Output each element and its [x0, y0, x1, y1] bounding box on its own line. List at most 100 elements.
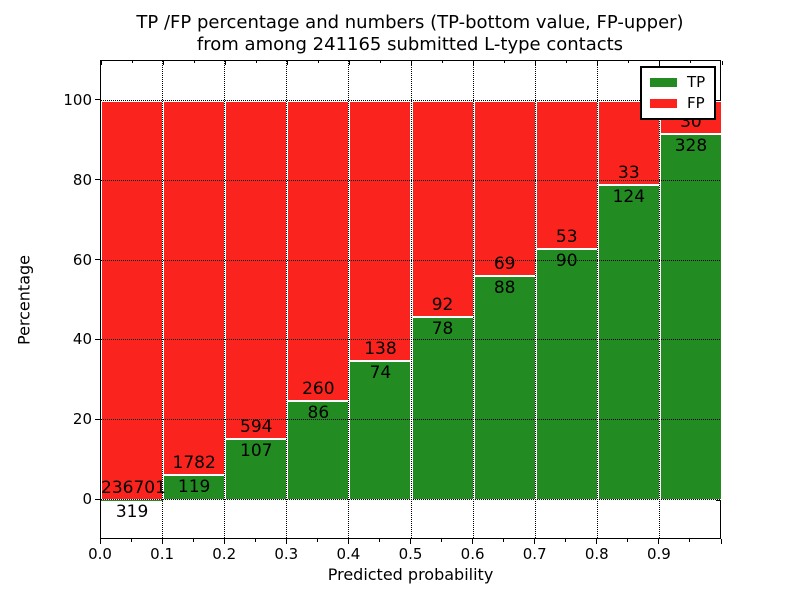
x-major-tick [720, 539, 722, 544]
tp-bar-segment [287, 400, 350, 501]
fp-bar-segment [101, 100, 164, 500]
x-major-tick-top [100, 61, 102, 65]
v-gridline [534, 61, 536, 538]
tp-count-label: 119 [177, 477, 211, 498]
fp-count-label: 33 [618, 162, 640, 183]
y-major-tick-right [716, 499, 720, 501]
y-major-tick [95, 338, 100, 340]
v-gridline [162, 61, 164, 538]
x-major-tick-top [286, 61, 288, 65]
fp-count-label: 236701 [101, 477, 166, 498]
tp-bar-segment [411, 316, 474, 501]
tp-count-label: 328 [674, 136, 708, 157]
x-major-tick [596, 539, 598, 544]
x-axis-label: Predicted probability [327, 565, 494, 584]
x-major-tick-top [473, 61, 475, 65]
tp-legend-swatch [650, 78, 677, 87]
x-major-tick-top [411, 61, 412, 65]
v-gridline [286, 61, 288, 538]
x-tick-label: 0.8 [584, 545, 609, 563]
x-major-tick-top [535, 61, 537, 65]
y-tick-label: 20 [72, 410, 92, 429]
v-gridline [348, 61, 350, 538]
tp-count-label: 107 [240, 441, 273, 462]
tp-bar-segment [535, 248, 598, 501]
x-major-tick [658, 539, 660, 544]
x-major-tick [223, 539, 225, 544]
x-tick-label: 0.7 [522, 545, 547, 563]
v-gridline [658, 61, 660, 538]
x-major-tick [472, 539, 474, 544]
x-major-tick-top [162, 61, 164, 65]
x-major-tick-top [224, 61, 226, 65]
x-minor-tick-top [131, 61, 133, 63]
tp-bar-segment [659, 134, 722, 501]
x-minor-tick [192, 539, 194, 542]
x-minor-tick [627, 539, 629, 542]
x-minor-tick [565, 539, 567, 542]
fp-bar-segment [473, 100, 536, 277]
fp-legend-label: FP [687, 94, 705, 112]
tp-count-label: 78 [431, 318, 454, 339]
x-tick-label: 0.9 [646, 545, 671, 563]
x-minor-tick-top [317, 61, 319, 63]
y-major-tick [95, 179, 100, 181]
x-minor-tick-top [690, 61, 692, 63]
fp-count-label: 138 [364, 338, 397, 359]
x-minor-tick [378, 539, 380, 542]
chart-title-line1: TP /FP percentage and numbers (TP-bottom… [136, 12, 684, 33]
x-major-tick-top [348, 61, 350, 65]
x-minor-tick-top [628, 61, 630, 63]
v-gridline [224, 61, 226, 538]
tp-bar-segment [473, 276, 536, 501]
fp-bar-segment [163, 100, 226, 476]
y-tick-label: 100 [63, 90, 92, 109]
v-gridline [596, 61, 598, 538]
fp-bar-segment [349, 100, 412, 361]
tp-count-label: 319 [115, 501, 149, 522]
chart-title-line2: from among 241165 submitted L-type conta… [196, 34, 624, 55]
x-major-tick [161, 539, 163, 544]
y-tick-label: 80 [72, 170, 92, 189]
y-tick-label: 40 [72, 330, 92, 349]
fp-bar-segment [287, 100, 350, 401]
tp-count-label: 124 [612, 186, 646, 207]
x-minor-tick-top [379, 61, 381, 63]
tp-count-label: 86 [307, 402, 330, 423]
x-minor-tick-top [255, 61, 257, 63]
y-major-tick [95, 99, 100, 101]
x-minor-tick-top [193, 61, 195, 63]
tp-count-label: 88 [493, 278, 516, 299]
x-major-tick [285, 539, 287, 544]
y-tick-label: 0 [82, 490, 92, 509]
legend: TP FP [640, 66, 716, 120]
x-tick-label: 0.0 [88, 545, 112, 563]
fp-bar-segment [225, 100, 288, 440]
x-minor-tick [316, 539, 318, 542]
y-major-tick [95, 498, 100, 500]
x-tick-label: 0.6 [460, 545, 485, 563]
y-major-tick [95, 418, 100, 420]
x-major-tick [99, 539, 101, 544]
fp-count-label: 260 [302, 378, 335, 399]
x-major-tick-top [721, 61, 723, 65]
v-gridline [472, 61, 474, 538]
legend-item-fp: FP [642, 93, 714, 114]
fp-count-label: 92 [431, 294, 454, 315]
y-axis-label: Percentage [14, 254, 34, 346]
x-tick-label: 0.2 [212, 545, 237, 563]
tp-legend-label: TP [687, 73, 706, 91]
x-minor-tick [130, 539, 132, 542]
chart-title: TP /FP percentage and numbers (TP-bottom… [60, 12, 760, 56]
x-tick-label: 0.1 [150, 545, 175, 563]
x-minor-tick [441, 539, 443, 542]
fp-count-label: 1782 [172, 453, 216, 474]
x-major-tick-top [597, 61, 599, 65]
x-major-tick-top [659, 61, 661, 65]
x-minor-tick-top [504, 61, 506, 63]
fp-legend-swatch [650, 99, 677, 108]
tp-bar-segment [597, 184, 660, 501]
x-tick-label: 0.3 [274, 545, 299, 563]
x-minor-tick [503, 539, 505, 542]
